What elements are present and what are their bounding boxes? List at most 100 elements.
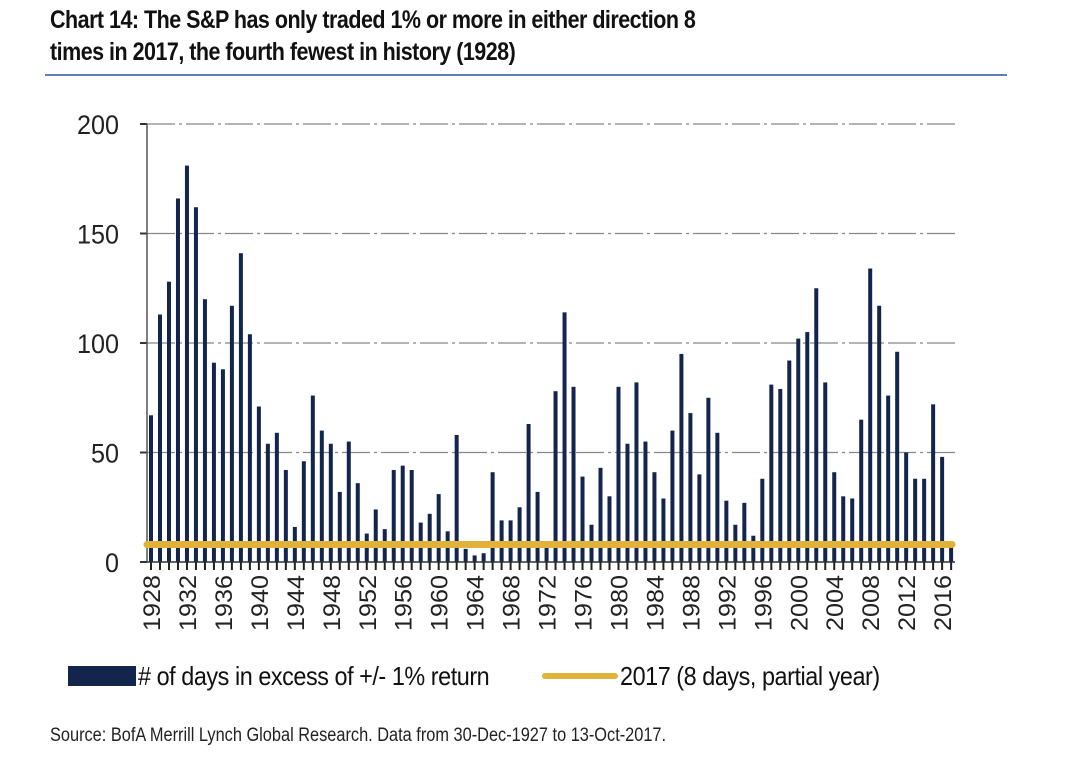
bar-2007 [859,419,864,562]
bar-1983 [643,441,648,562]
legend-swatch-2017 [542,673,619,679]
x-tick-label: 1932 [175,575,202,631]
x-tick-label: 1956 [391,575,418,631]
bar-1955 [391,470,396,562]
bar-1986 [670,430,675,562]
bar-1987 [679,353,684,562]
bar-2011 [895,351,900,562]
bar-1971 [535,491,540,562]
bar-1979 [607,496,612,562]
x-tick-label: 1928 [139,575,166,631]
bar-1953 [373,509,378,562]
x-tick-label: 1972 [535,575,562,631]
bar-1950 [346,441,351,562]
bar-2001 [805,332,810,562]
bar-1947 [319,430,324,562]
x-tick-label: 1948 [319,575,346,631]
chart-title-line-1: Chart 14: The S&P has only traded 1% or … [50,6,696,34]
bar-1969 [517,507,522,562]
bar-1990 [706,397,711,562]
bar-1966 [490,472,495,562]
y-tick-label: 150 [77,220,119,250]
bar-1997 [769,384,774,562]
bar-1948 [328,443,333,562]
x-tick-label: 2016 [930,575,957,631]
x-tick-label: 1980 [606,575,633,631]
bar-1942 [274,432,279,562]
bar-1982 [634,382,639,562]
bar-1932 [184,165,189,563]
bar-2014 [922,478,927,562]
bar-1965 [481,553,486,562]
bar-1980 [616,386,621,562]
bar-2008 [868,268,873,562]
bar-1946 [310,395,315,562]
bar-1985 [661,498,666,562]
x-tick-label: 1968 [499,575,526,631]
bar-1959 [427,513,432,562]
x-tick-label: 2000 [786,575,813,631]
bar-1963 [463,548,468,562]
x-tick-label: 1976 [571,575,598,631]
bar-1988 [688,413,693,562]
x-tick-label: 1936 [211,575,238,631]
y-tick-label: 0 [105,548,119,578]
bar-1994 [742,502,747,562]
bar-1989 [697,474,702,562]
bar-1937 [229,305,234,562]
bar-1981 [625,443,630,562]
bar-1992 [724,500,729,562]
x-tick-label: 2012 [894,575,921,631]
bar-1964 [472,555,477,562]
bar-1974 [562,312,567,562]
bar-1936 [220,369,225,562]
chart-title-line-2: times in 2017, the fourth fewest in hist… [50,38,516,66]
x-tick-label: 1964 [463,575,490,631]
bar-1976 [580,476,585,562]
y-tick-label: 50 [91,439,119,469]
bars [149,165,954,563]
title-rule [45,74,1007,76]
bar-1995 [751,535,756,562]
y-tick-label: 100 [77,329,119,359]
bar-1951 [355,483,360,562]
legend: # of days in excess of +/- 1% return 201… [68,656,909,696]
bar-1999 [787,360,792,562]
y-tick-label: 200 [77,110,119,140]
legend-label-bars: # of days in excess of +/- 1% return [138,660,490,691]
bar-1998 [778,388,783,562]
bar-2016 [940,456,945,562]
bar-1945 [301,461,306,562]
x-tick-label: 1988 [678,575,705,631]
bar-2010 [886,395,891,562]
bar-1956 [400,465,405,562]
bar-1933 [193,207,198,562]
bar-1949 [337,491,342,562]
bar-1940 [256,406,261,562]
x-tick-label: 1952 [355,575,382,631]
chart-title: Chart 14: The S&P has only traded 1% or … [50,4,876,68]
bar-2012 [904,452,909,562]
bar-2017 [949,544,954,562]
bar-1928 [149,415,153,562]
bar-1970 [526,424,531,562]
bar-1957 [409,470,414,562]
x-tick-label: 2008 [858,575,885,631]
x-tick-label: 1960 [427,575,454,631]
x-tick-label: 1944 [283,575,310,631]
bar-1930 [166,281,171,562]
bar-2013 [913,478,918,562]
bar-2005 [841,496,846,562]
bar-2000 [796,338,801,562]
bar-1960 [436,494,441,562]
x-axis: 1928 1932 1936 1940 1944 1948 1952 1956 1960 1964… [139,561,957,631]
bar-1943 [283,470,288,562]
bar-2015 [931,404,936,562]
bar-1962 [454,434,459,562]
bar-1938 [238,253,243,562]
bar-1931 [175,198,180,562]
bar-1996 [760,478,765,562]
x-tick-label: 1940 [247,575,274,631]
bar-1941 [265,443,270,562]
